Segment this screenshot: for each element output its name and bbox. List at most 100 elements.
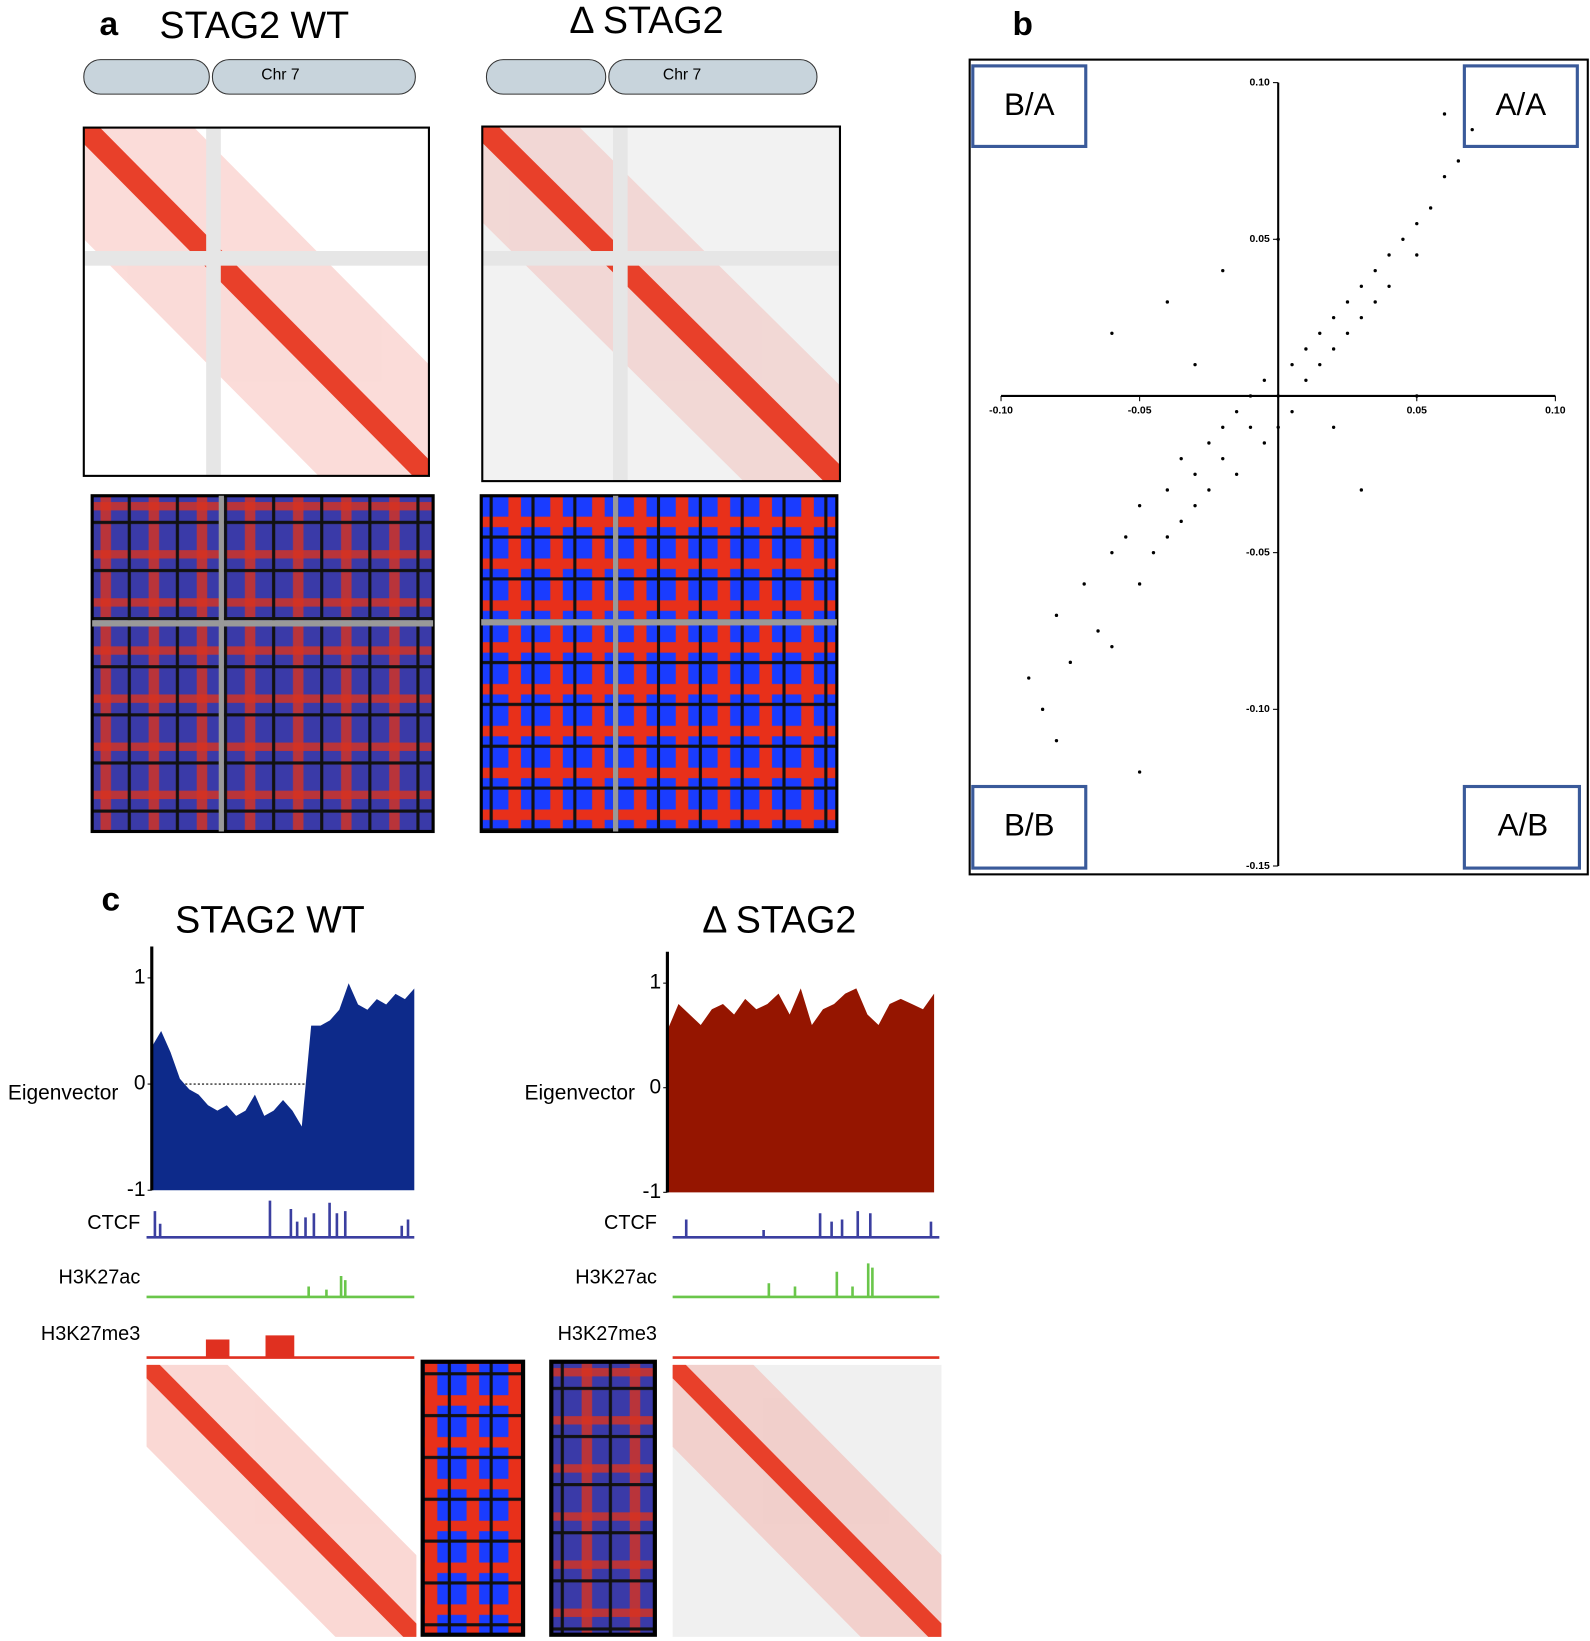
point: [1179, 456, 1183, 461]
point: [1373, 268, 1377, 273]
y-tick-label: 0.05: [1250, 234, 1271, 245]
scatter-frame: [968, 58, 1589, 876]
point: [1262, 441, 1267, 445]
point: [1470, 127, 1474, 132]
point: [1290, 409, 1294, 414]
y-axis-label: Eigenvector: [8, 1082, 118, 1105]
point: [1096, 629, 1100, 633]
y-tick-label: -0.05: [1246, 547, 1270, 558]
point: [1331, 425, 1336, 429]
point: [1345, 300, 1350, 304]
point: [1331, 315, 1336, 320]
panel-title: STAG2 WT: [159, 4, 349, 46]
point: [1276, 237, 1280, 241]
point: [1415, 394, 1419, 398]
point: [1207, 488, 1211, 492]
point: [1193, 362, 1197, 367]
point: [1248, 394, 1253, 398]
point: [1359, 284, 1364, 288]
point: [1137, 503, 1142, 508]
point: [1124, 535, 1128, 539]
point: [1165, 488, 1170, 492]
hic-map: [82, 125, 842, 483]
area: [667, 988, 935, 1193]
quadrant-label: B/A: [1004, 87, 1055, 122]
point: [1318, 362, 1322, 367]
x-tick-label: 0.05: [1407, 405, 1428, 416]
point: [1165, 300, 1170, 304]
track-label: H3K27me3: [558, 1323, 657, 1345]
point: [1442, 174, 1447, 179]
area: [151, 983, 415, 1191]
point: [1415, 253, 1419, 257]
chromosome-label: Chr 7: [663, 66, 701, 83]
y-tick-label: -1: [127, 1178, 146, 1201]
point: [1456, 159, 1461, 163]
point: [1290, 362, 1294, 367]
point: [1401, 237, 1405, 241]
point: [1137, 582, 1142, 586]
point: [1221, 268, 1225, 273]
y-tick-label: -0.10: [1246, 704, 1270, 715]
point: [1387, 253, 1391, 257]
y-tick-label: 1: [134, 965, 146, 988]
point: [1193, 503, 1197, 508]
point: [1179, 519, 1183, 523]
chart-title: STAG2 WT: [175, 898, 365, 940]
tracks: [146, 1200, 940, 1359]
y-tick-label: 0.10: [1250, 77, 1271, 88]
point: [1415, 221, 1419, 226]
point: [1304, 347, 1308, 351]
point: [1137, 770, 1142, 774]
point: [1027, 676, 1031, 680]
chromosome-label: Chr 7: [261, 66, 299, 83]
panel-label: c: [102, 881, 121, 918]
point: [1276, 425, 1280, 429]
point: [1110, 644, 1114, 649]
panel-label: a: [99, 6, 118, 43]
point: [1373, 300, 1377, 304]
x-tick-label: -0.05: [1128, 405, 1152, 416]
point: [1040, 707, 1045, 711]
point: [1151, 550, 1156, 555]
point: [1345, 331, 1350, 335]
y-tick-label: 1: [649, 971, 661, 994]
y-tick-label: 0: [134, 1072, 146, 1095]
panel-label: b: [1013, 6, 1033, 43]
point: [1276, 394, 1280, 398]
point: [1387, 284, 1391, 288]
point: [1359, 488, 1364, 492]
point: [1331, 347, 1336, 351]
point: [1359, 315, 1364, 320]
x-tick-label: 0.10: [1545, 405, 1566, 416]
point: [1318, 331, 1322, 335]
point: [1221, 425, 1225, 429]
y-tick-label: 0: [649, 1075, 661, 1098]
point: [1304, 378, 1308, 382]
point: [1248, 425, 1253, 429]
quadrant-boxes: [971, 64, 1581, 870]
point: [1428, 206, 1433, 210]
quadrant-label: A/B: [1498, 808, 1549, 843]
chart-title: Δ STAG2: [702, 898, 856, 940]
point: [1082, 582, 1086, 586]
point: [1234, 409, 1239, 414]
x-tick-label: -0.10: [989, 405, 1013, 416]
y-axis-label: Eigenvector: [525, 1082, 635, 1105]
point: [1193, 472, 1197, 476]
point: [1262, 378, 1267, 382]
point: [1054, 613, 1059, 617]
quadrant-label: A/A: [1496, 87, 1547, 122]
track-label: H3K27me3: [41, 1323, 140, 1345]
track-label: H3K27ac: [575, 1266, 657, 1288]
track-label: CTCF: [87, 1212, 140, 1234]
point: [1165, 535, 1170, 539]
point: [1054, 738, 1059, 743]
point: [1221, 456, 1225, 461]
y-tick-label: -1: [643, 1180, 662, 1203]
point: [1207, 441, 1211, 445]
y-tick-label: -0.15: [1246, 861, 1270, 872]
point: [1110, 550, 1114, 555]
panel-title: Δ STAG2: [569, 0, 723, 41]
